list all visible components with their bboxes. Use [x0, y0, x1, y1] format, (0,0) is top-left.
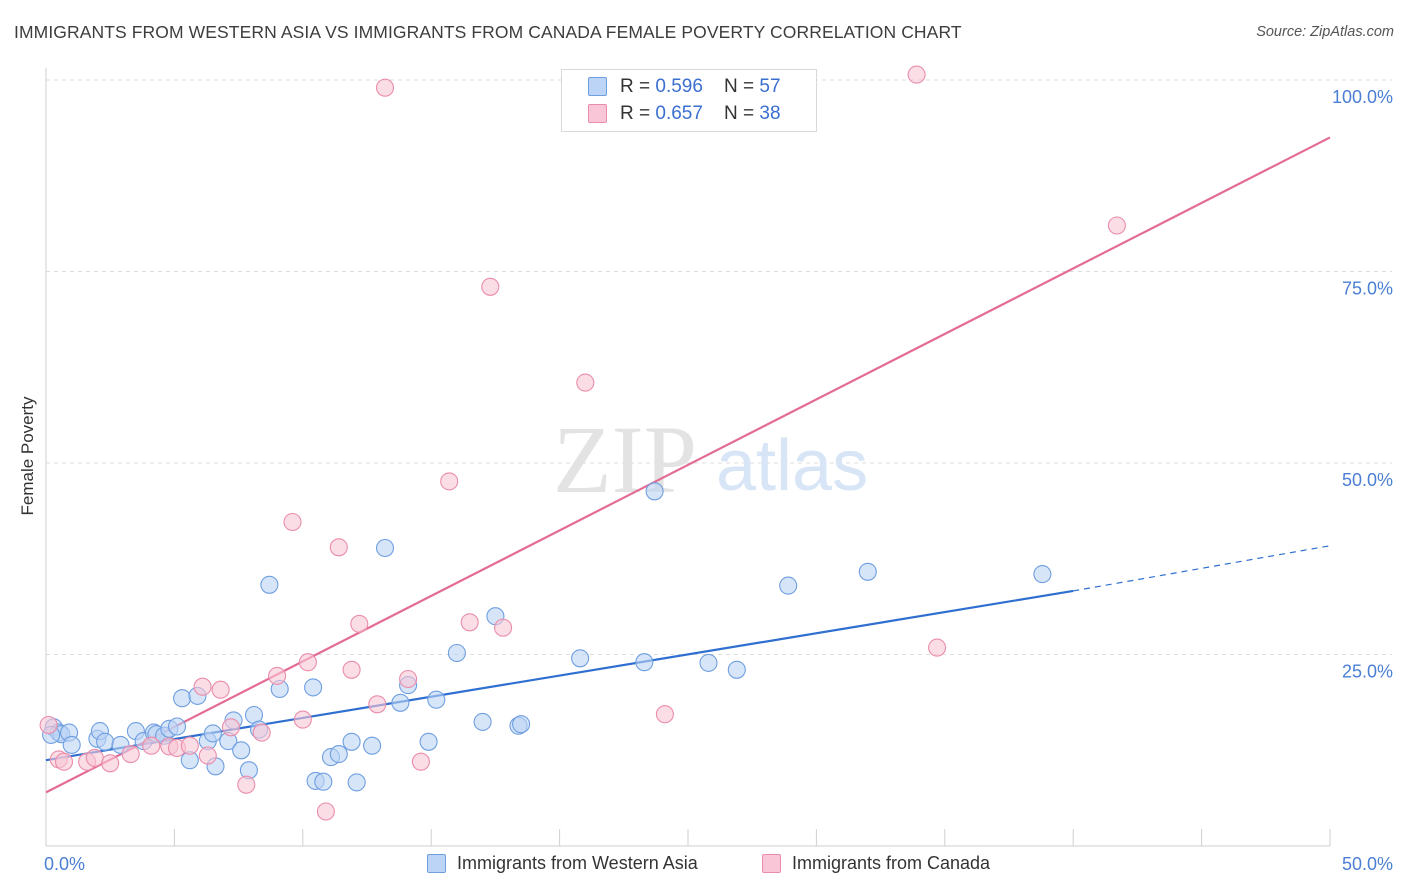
- legend-r-value: 0.657: [655, 103, 703, 124]
- data-point-pink: [298, 653, 317, 672]
- data-point-blue: [173, 689, 192, 708]
- data-point-pink: [368, 695, 387, 714]
- legend-n-label: N =: [724, 103, 760, 124]
- data-point-pink: [494, 618, 513, 637]
- y-tick-label: 50.0%: [1342, 470, 1393, 490]
- data-point-blue: [635, 653, 654, 672]
- data-point-pink: [237, 775, 256, 794]
- legend-swatch-blue: [588, 77, 607, 96]
- data-point-blue: [419, 732, 438, 751]
- data-point-pink: [39, 715, 58, 735]
- watermark: ZIP atlas: [553, 406, 868, 513]
- legend-label-western-asia: Immigrants from Western Asia: [457, 852, 698, 873]
- data-point-pink: [440, 472, 459, 491]
- data-point-pink: [375, 78, 395, 97]
- data-point-pink: [411, 752, 430, 771]
- data-point-blue: [62, 735, 81, 754]
- trend-line-pink: [45, 136, 1331, 794]
- legend-swatch-blue: [427, 853, 446, 873]
- data-point-blue: [699, 653, 718, 672]
- legend-label-canada: Immigrants from Canada: [792, 852, 991, 873]
- data-point-blue: [375, 538, 395, 558]
- data-point-pink: [329, 538, 348, 557]
- data-points: [39, 65, 1126, 821]
- x-tick-label: 0.0%: [44, 854, 85, 874]
- data-point-blue: [391, 693, 410, 712]
- y-tick-label: 100.0%: [1332, 87, 1393, 107]
- y-tick-label: 75.0%: [1342, 279, 1393, 299]
- data-point-pink: [121, 745, 140, 764]
- data-point-pink: [193, 677, 212, 696]
- data-point-pink: [198, 746, 217, 765]
- grid-lines: [46, 79, 1392, 655]
- y-tick-label: 25.0%: [1342, 662, 1393, 682]
- legend-r-label: R =: [620, 76, 656, 97]
- data-point-blue: [314, 772, 333, 791]
- data-point-blue: [203, 724, 222, 743]
- data-point-blue: [512, 715, 531, 734]
- legend-item-canada[interactable]: Immigrants from Canada: [762, 851, 990, 875]
- data-point-blue: [1033, 565, 1052, 584]
- data-point-blue: [427, 690, 446, 709]
- data-point-pink: [211, 680, 230, 699]
- legend-n-label: N =: [724, 76, 760, 97]
- source-credit: Source: ZipAtlas.com: [1256, 24, 1394, 40]
- tick-labels: 0.0% 50.0% 25.0% 50.0% 75.0% 100.0%: [44, 87, 1393, 874]
- data-point-blue: [347, 773, 366, 792]
- trend-lines: [45, 136, 1331, 794]
- chart-title: IMMIGRANTS FROM WESTERN ASIA VS IMMIGRAN…: [14, 22, 962, 42]
- data-point-blue: [473, 712, 492, 731]
- data-point-pink: [316, 802, 335, 821]
- data-point-pink: [460, 613, 479, 632]
- trend-line-extension-blue: [1073, 545, 1331, 592]
- data-point-pink: [252, 723, 271, 742]
- legend-item-western-asia[interactable]: Immigrants from Western Asia: [427, 851, 698, 875]
- legend-n-value: 38: [759, 103, 781, 124]
- data-point-pink: [907, 65, 926, 84]
- data-point-pink: [576, 373, 595, 392]
- data-point-blue: [447, 643, 466, 663]
- data-point-pink: [399, 669, 418, 689]
- data-point-pink: [54, 752, 74, 771]
- data-point-blue: [779, 576, 798, 595]
- data-point-pink: [283, 512, 302, 532]
- legend-r-value: 0.596: [655, 76, 703, 97]
- legend-swatch-pink: [762, 853, 781, 873]
- data-point-pink: [293, 710, 312, 729]
- legend-n-value: 57: [759, 76, 781, 97]
- data-point-pink: [350, 614, 369, 633]
- data-point-blue: [260, 575, 279, 594]
- watermark-zip: ZIP: [553, 406, 697, 513]
- x-tick-label: 50.0%: [1342, 854, 1393, 874]
- data-point-pink: [180, 736, 199, 755]
- data-point-pink: [85, 748, 104, 767]
- data-point-blue: [571, 649, 590, 668]
- data-point-blue: [858, 562, 877, 581]
- data-point-blue: [342, 732, 361, 751]
- data-point-pink: [655, 705, 674, 724]
- data-point-pink: [928, 638, 947, 657]
- data-point-blue: [232, 741, 251, 760]
- trend-line-blue: [45, 589, 1074, 762]
- data-point-blue: [96, 732, 115, 751]
- data-point-pink: [221, 718, 240, 737]
- data-point-blue: [329, 745, 348, 764]
- data-point-pink: [481, 277, 500, 296]
- data-point-pink: [1107, 216, 1126, 235]
- data-point-pink: [268, 666, 287, 685]
- y-axis-label: Female Poverty: [18, 396, 37, 516]
- data-point-pink: [142, 736, 161, 755]
- legend-swatch-pink: [588, 104, 607, 123]
- data-point-blue: [363, 736, 382, 755]
- legend-r-label: R =: [620, 103, 656, 124]
- data-point-blue: [645, 482, 664, 501]
- data-point-blue: [167, 717, 187, 736]
- data-point-blue: [304, 678, 323, 697]
- data-point-blue: [727, 660, 746, 679]
- watermark-atlas: atlas: [716, 426, 868, 506]
- correlation-legend: R = 0.596 N = 57 R = 0.657 N = 38: [561, 69, 817, 132]
- data-point-pink: [342, 660, 361, 679]
- data-point-pink: [101, 754, 120, 773]
